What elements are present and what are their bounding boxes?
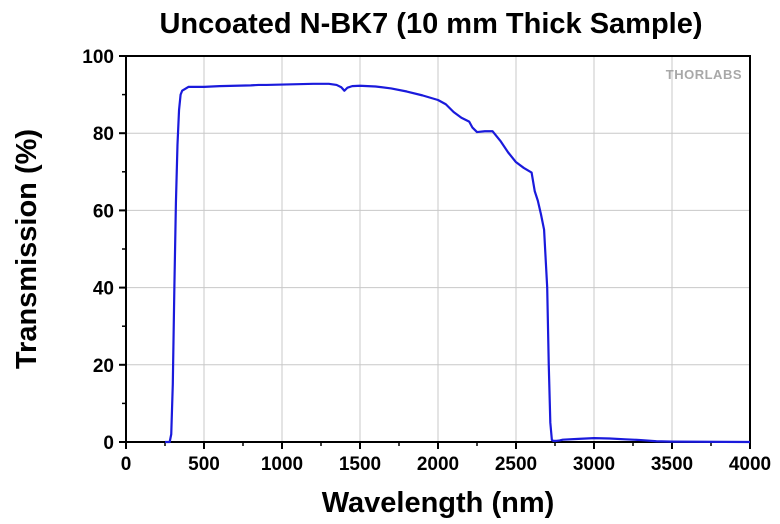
y-tick-label: 40 [93,279,114,300]
x-axis-tick-labels: 0 500 1000 1500 2000 2500 3000 3500 4000 [121,454,771,475]
x-tick-label: 0 [121,454,132,475]
x-tick-label: 3500 [651,454,693,475]
x-axis-ticks [125,442,751,449]
y-tick-label: 80 [93,124,114,145]
transmission-series-line [165,82,751,444]
grid-horizontal-lines [126,132,750,366]
y-tick-label: 60 [93,201,114,222]
x-tick-label: 500 [188,454,220,475]
x-tick-label: 4000 [729,454,771,475]
x-tick-label: 2500 [495,454,537,475]
thorlabs-watermark: THORLABS [666,67,742,82]
y-axis-tick-labels: 0 20 40 60 80 100 [82,47,114,454]
y-axis-label: Transmission (%) [11,129,43,369]
y-tick-label: 100 [82,47,114,68]
grid-vertical-lines [203,56,673,442]
x-tick-label: 1500 [339,454,381,475]
chart-title: Uncoated N-BK7 (10 mm Thick Sample) [159,8,702,40]
y-axis-ticks [119,55,126,443]
x-tick-label: 1000 [261,454,303,475]
y-tick-label: 0 [103,433,114,454]
y-tick-label: 20 [93,356,114,377]
x-axis-label: Wavelength (nm) [322,487,555,519]
x-tick-label: 3000 [573,454,615,475]
x-tick-label: 2000 [417,454,459,475]
